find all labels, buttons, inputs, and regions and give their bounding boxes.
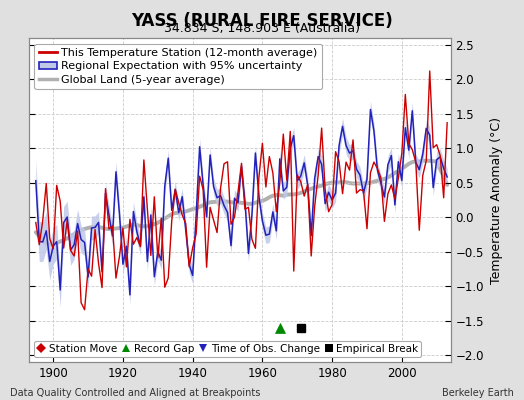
Text: Data Quality Controlled and Aligned at Breakpoints: Data Quality Controlled and Aligned at B… <box>10 388 261 398</box>
Text: 34.834 S, 148.903 E (Australia): 34.834 S, 148.903 E (Australia) <box>164 22 360 35</box>
Legend: Station Move, Record Gap, Time of Obs. Change, Empirical Break: Station Move, Record Gap, Time of Obs. C… <box>34 340 421 357</box>
Y-axis label: Temperature Anomaly (°C): Temperature Anomaly (°C) <box>489 116 503 284</box>
Text: Berkeley Earth: Berkeley Earth <box>442 388 514 398</box>
Text: YASS (RURAL FIRE SERVICE): YASS (RURAL FIRE SERVICE) <box>131 12 393 30</box>
